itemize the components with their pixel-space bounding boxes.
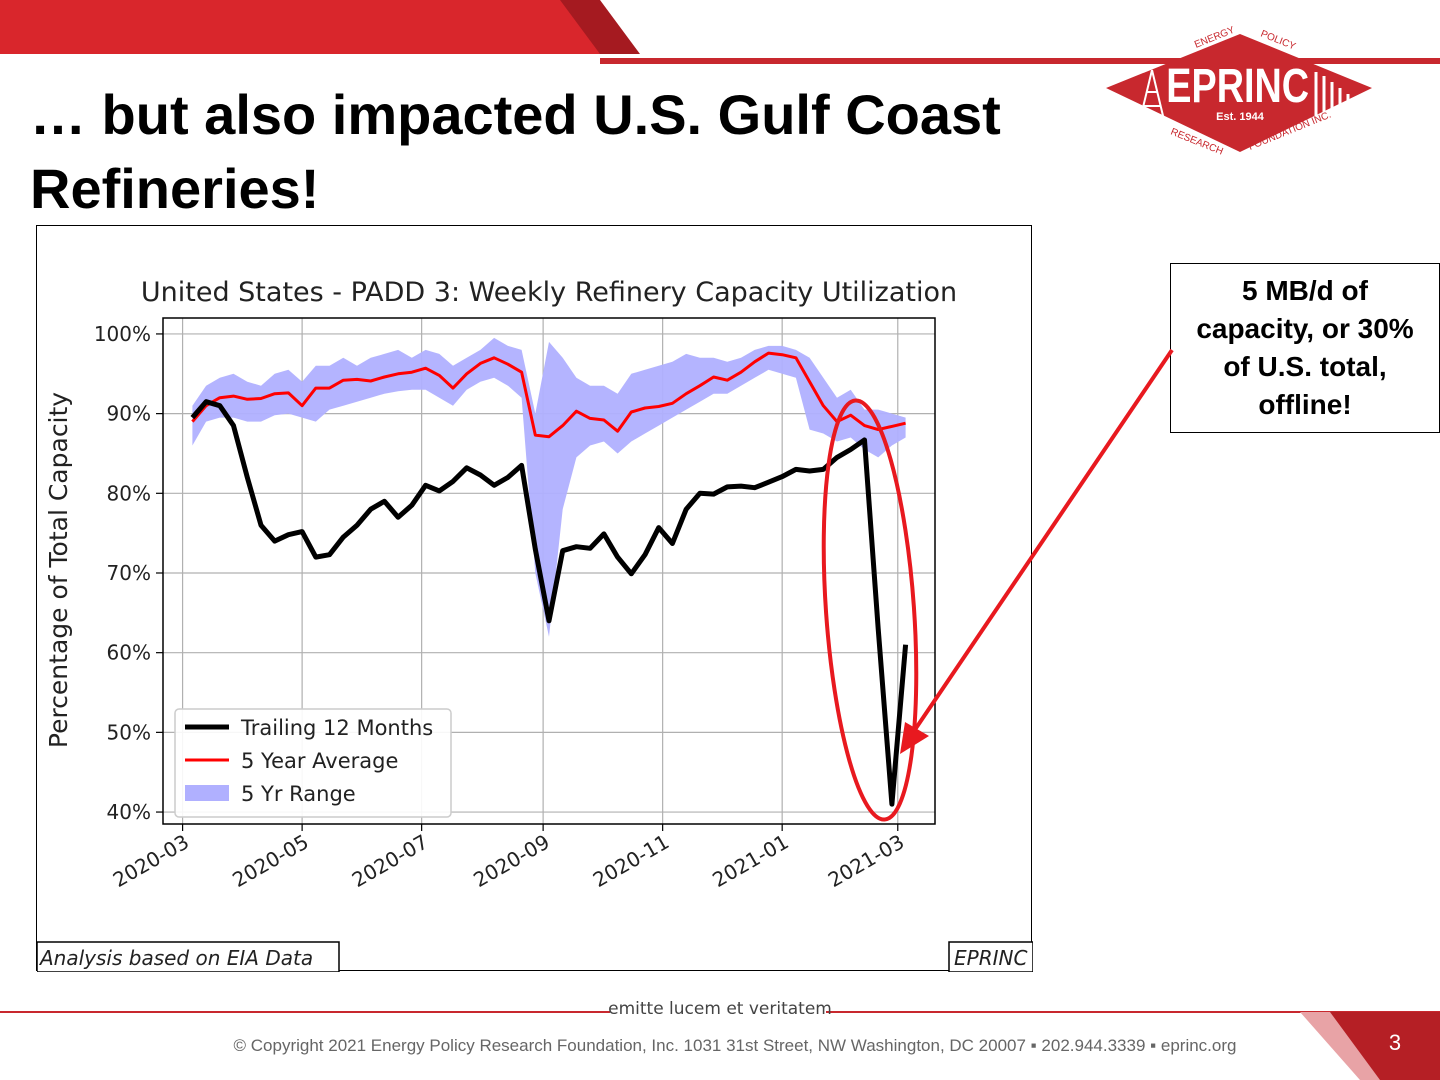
eprinc-logo: EPRINC Est. 1944 ENERGY POLICY RESEARCH … [1106,26,1372,156]
x-tick-label: 2020-05 [228,830,312,893]
footnote-left: Analysis based on EIA Data [38,946,313,970]
chart-frame: United States - PADD 3: Weekly Refinery … [36,225,1033,972]
banner-thin-rule [600,58,1440,64]
y-tick-label: 80% [107,481,151,505]
range-band-layer [192,337,906,637]
y-axis-label: Percentage of Total Capacity [44,392,73,748]
logo-est: Est. 1944 [1216,111,1265,123]
slide-title: … but also impacted U.S. Gulf Coast Refi… [30,83,1001,220]
derrick-icon [1139,69,1165,121]
series-trailing-12-months [190,399,909,807]
y-tick-label: 50% [107,720,151,744]
logo-wordmark: EPRINC [1166,60,1309,113]
page-corner-tab [1300,1012,1440,1080]
footnote-right-box [948,941,1033,972]
y-tick-label: 40% [107,800,151,824]
x-tick-label: 2021-01 [708,830,792,893]
x-tick-label: 2020-03 [109,830,193,893]
callout-text: 5 MB/d of capacity, or 30% of U.S. total… [1196,275,1414,420]
chart-legend: Trailing 12 Months 5 Year Average 5 Yr R… [174,708,452,818]
series-5yr-average [191,351,906,439]
series-lines-layer [190,351,909,807]
y-tick-label: 100% [94,322,151,346]
highlight-ellipse [821,398,919,822]
logo-diamond [1106,34,1372,152]
legend-label-trailing: Trailing 12 Months [240,716,433,740]
y-tick-label: 70% [107,561,151,585]
top-banner [0,0,1440,64]
x-tick-label: 2020-07 [348,830,432,893]
footer-copyright: © Copyright 2021 Energy Policy Research … [233,1036,1237,1055]
callout-box: 5 MB/d of capacity, or 30% of U.S. total… [1170,263,1440,433]
legend-box [174,708,452,818]
banner-red-stripe [0,0,600,54]
footer-rule-left [0,1011,610,1013]
legend-label-range: 5 Yr Range [241,782,356,806]
page-corner-dark [1330,1012,1440,1080]
page-number: 3 [1388,1030,1402,1055]
x-tick-label: 2020-11 [589,830,673,893]
capacity-utilization-chart: United States - PADD 3: Weekly Refinery … [37,277,1033,972]
x-tick-label: 2020-09 [469,830,553,893]
legend-label-average: 5 Year Average [241,749,398,773]
y-tick-label: 90% [107,402,151,426]
chart-title: United States - PADD 3: Weekly Refinery … [141,277,957,308]
annotation-layer [821,398,919,822]
bridge-icon [1314,72,1350,118]
x-tick-label: 2021-03 [824,830,908,893]
footnote-left-box [37,941,340,972]
y-tick-label: 60% [107,641,151,665]
legend-swatch-range [185,785,229,801]
footer-rule-right [826,1011,1440,1013]
series-5yr-range [192,337,906,637]
footnote-right: EPRINC [954,946,1027,970]
footer-motto: emitte lucem et veritatem [608,999,832,1019]
